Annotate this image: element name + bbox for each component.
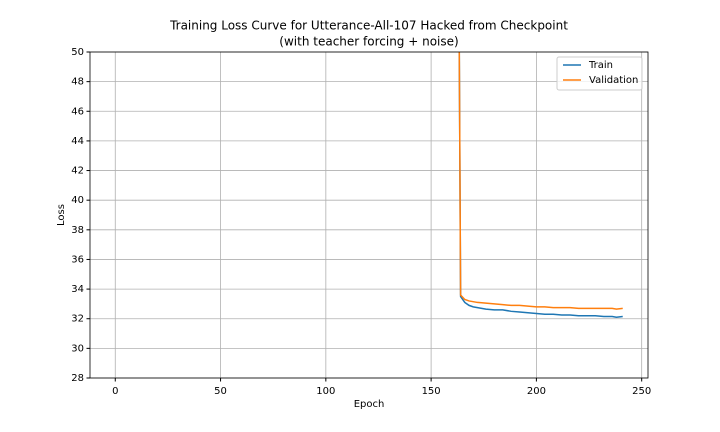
y-tick-label: 44 xyxy=(71,136,84,147)
legend-label: Validation xyxy=(589,75,638,86)
y-tick-label: 30 xyxy=(71,343,84,354)
plot-lines xyxy=(458,52,623,319)
line-series xyxy=(458,52,623,310)
y-tick-label: 32 xyxy=(71,314,84,325)
x-axis-label: Epoch xyxy=(354,399,385,410)
x-tick-label: 200 xyxy=(527,386,546,397)
plot-frame xyxy=(89,51,649,379)
y-tick-label: 40 xyxy=(71,195,84,206)
chart-subtitle: (with teacher forcing + noise) xyxy=(279,35,458,49)
y-tick-label: 34 xyxy=(71,284,84,295)
x-tick-label: 0 xyxy=(112,386,118,397)
y-tick-label: 36 xyxy=(71,254,84,265)
chart-title: Training Loss Curve for Utterance-All-10… xyxy=(169,19,568,33)
y-tick-label: 42 xyxy=(71,166,84,177)
y-tick-label: 38 xyxy=(71,225,84,236)
x-tick-label: 150 xyxy=(422,386,441,397)
x-tick-label: 250 xyxy=(632,386,651,397)
y-axis-label: Loss xyxy=(56,204,67,226)
legend-label: Train xyxy=(588,60,613,71)
y-tick-label: 28 xyxy=(71,373,84,384)
line-series xyxy=(458,52,623,319)
y-tick-label: 46 xyxy=(71,106,84,117)
x-tick-label: 100 xyxy=(316,386,335,397)
y-tick-label: 48 xyxy=(71,77,84,88)
x-tick-label: 50 xyxy=(214,386,227,397)
y-tick-label: 50 xyxy=(71,47,84,58)
